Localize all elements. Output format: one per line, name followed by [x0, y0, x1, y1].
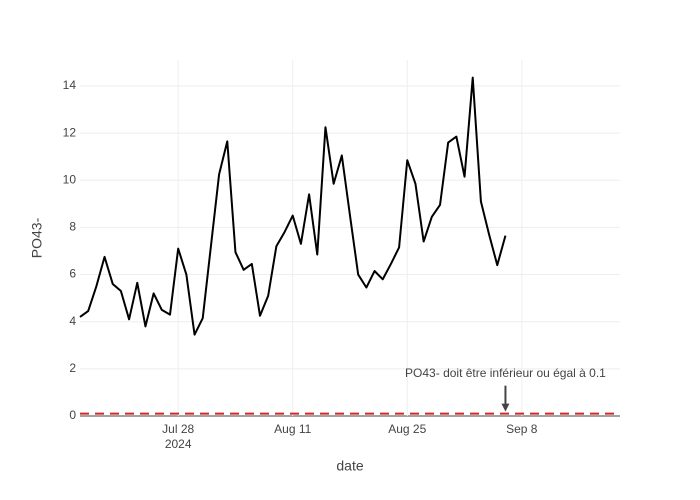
x-axis-title: date	[336, 458, 363, 474]
data-line	[79, 76, 507, 336]
y-tick-label: 4	[69, 314, 76, 328]
annotation-text: PO43- doit être inférieur ou égal à 0.1	[405, 366, 606, 380]
y-tick-label: 8	[69, 220, 76, 234]
x-tick-label: Jul 28 2024	[162, 422, 194, 451]
y-tick-label: 12	[63, 125, 77, 139]
y-tick-label: 0	[69, 408, 76, 422]
x-tick-label: Sep 8	[506, 422, 538, 436]
y-tick-label: 6	[69, 267, 76, 281]
y-tick-label: 10	[63, 172, 77, 186]
y-tick-label: 14	[63, 78, 77, 92]
annotation-arrowhead	[501, 403, 510, 412]
y-axis-title: PO43-	[29, 217, 45, 258]
y-tick-label: 2	[69, 361, 76, 375]
x-tick-label: Aug 11	[274, 422, 311, 436]
x-tick-label: Aug 25	[388, 422, 426, 436]
